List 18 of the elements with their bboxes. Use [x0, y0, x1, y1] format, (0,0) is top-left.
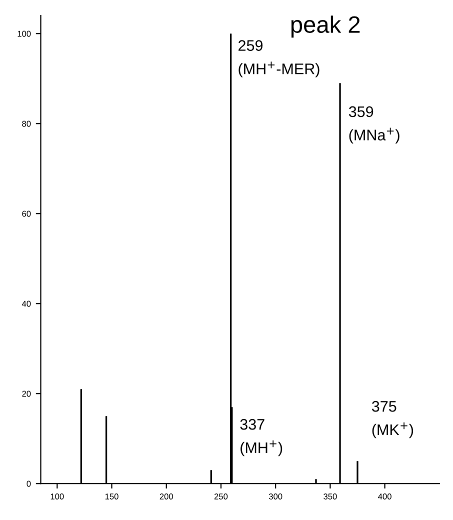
- annotation: 259 (MH$^{+}$-MER): [238, 40, 320, 78]
- x-tick-label: 250: [214, 494, 228, 500]
- y-tick-label: 100: [18, 30, 31, 37]
- y-tick-label: 0: [26, 480, 31, 487]
- y-tick-label: 40: [22, 300, 31, 307]
- chart-title: peak 2: [291, 16, 360, 38]
- y-tick-label: 20: [22, 390, 31, 397]
- y-tick-label: 60: [22, 210, 31, 217]
- x-tick-label: 350: [324, 494, 337, 500]
- y-tick-label: 80: [22, 120, 31, 127]
- x-tick-label: 100: [50, 494, 64, 500]
- x-tick-label: 400: [378, 494, 392, 500]
- annotation: 359 (MNa$^{+}$): [348, 106, 400, 144]
- x-tick-label: 150: [105, 494, 118, 500]
- x-tick-label: 200: [160, 494, 173, 500]
- annotation: 375 (MK$^{+}$): [372, 400, 414, 438]
- x-tick-label: 300: [268, 494, 282, 500]
- annotation: 337 (MH$^{+}$): [240, 418, 282, 456]
